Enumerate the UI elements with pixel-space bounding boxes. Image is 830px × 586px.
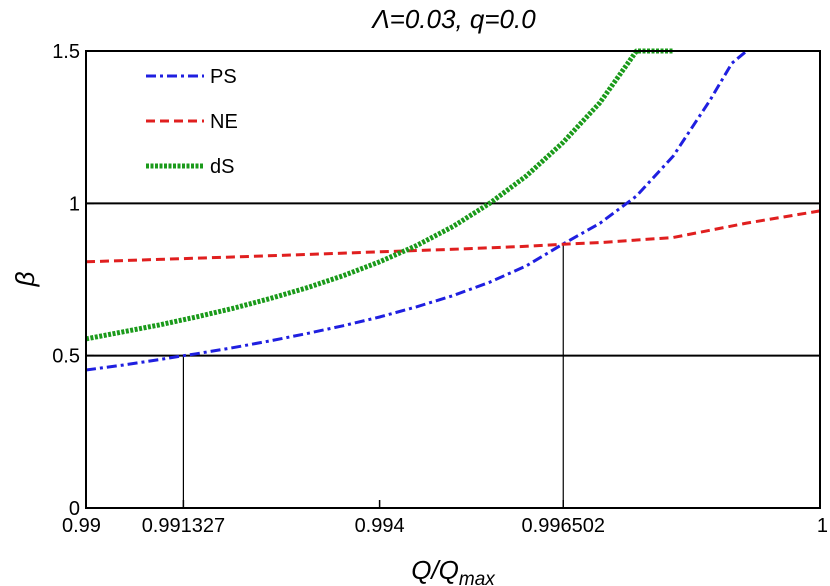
series-line-ne bbox=[85, 209, 821, 264]
y-tick-label-3: 1.5 bbox=[52, 41, 80, 63]
series-line-ps bbox=[85, 49, 748, 372]
x-axis-title-subscript: max bbox=[459, 569, 496, 586]
x-tick-label-3: 0.996502 bbox=[522, 515, 605, 537]
legend-label-ps: PS bbox=[210, 66, 237, 88]
x-axis-title-main: Q/Q bbox=[411, 555, 459, 585]
x-tick-label-2: 0.994 bbox=[355, 515, 405, 537]
series-layer bbox=[85, 48, 821, 372]
series-line-ds bbox=[85, 48, 674, 342]
y-tick-label-1: 0.5 bbox=[52, 346, 80, 368]
y-axis-title: β bbox=[10, 271, 40, 287]
x-tick-label-0: 0.99 bbox=[62, 515, 101, 537]
legend: PS NE dS bbox=[146, 66, 238, 178]
legend-label-ds: dS bbox=[210, 156, 234, 178]
chart-title: Λ=0.03, q=0.0 bbox=[370, 4, 536, 34]
plot-frame bbox=[85, 50, 821, 509]
tick-layer: 0.99 0.991327 0.994 0.996502 1 0 0.5 1 1.5 bbox=[52, 41, 828, 537]
y-tick-label-2: 1 bbox=[69, 193, 80, 215]
x-axis-title: Q/Qmax bbox=[411, 555, 496, 586]
reference-lines bbox=[86, 202, 820, 508]
legend-label-ne: NE bbox=[210, 111, 238, 133]
x-tick-label-1: 0.991327 bbox=[142, 515, 225, 537]
y-tick-label-0: 0 bbox=[69, 498, 80, 520]
x-tick-label-4: 1 bbox=[817, 515, 828, 537]
